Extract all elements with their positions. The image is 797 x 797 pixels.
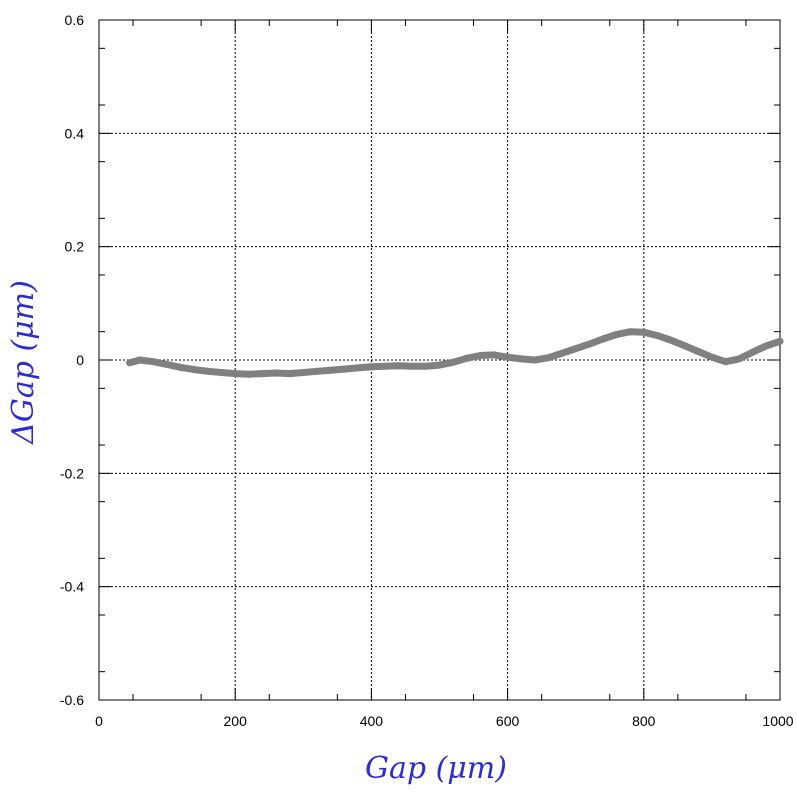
data-point [545, 354, 552, 362]
data-point [463, 354, 471, 362]
data-point [218, 369, 226, 376]
data-point [286, 370, 294, 378]
x-tick-label: 400 [360, 713, 384, 729]
data-point [476, 352, 484, 359]
data-point [762, 342, 770, 350]
data-point [708, 353, 716, 361]
data-point [150, 358, 157, 366]
data-point [299, 369, 307, 376]
data-point [490, 351, 498, 359]
data-point [504, 353, 512, 361]
data-point [531, 356, 539, 364]
data-point [422, 362, 430, 370]
data-point [272, 369, 280, 377]
data-point [354, 364, 362, 372]
y-tick-label: 0.2 [65, 239, 85, 255]
data-point [599, 335, 607, 343]
series-group [126, 328, 784, 378]
data-point [517, 355, 525, 363]
data-point [449, 358, 457, 366]
data-point [572, 345, 580, 353]
x-tick-label: 200 [224, 713, 248, 729]
y-tick-label: 0.6 [65, 12, 85, 28]
data-point [640, 328, 648, 336]
series-line [126, 328, 784, 378]
grid-lines [99, 20, 780, 700]
x-tick-label: 600 [496, 713, 520, 729]
data-point [367, 363, 375, 371]
data-point [190, 366, 198, 374]
data-point [558, 349, 566, 357]
data-point [126, 359, 134, 367]
x-tick-labels: 0 200 400 600 800 1000 [95, 713, 794, 729]
data-point [749, 348, 757, 356]
data-point [667, 336, 675, 344]
data-point [408, 362, 416, 370]
x-axis-title: Gap (μm) [365, 751, 507, 786]
y-tick-label: -0.4 [60, 579, 84, 595]
y-axis-title: ΔGap (μm) [6, 280, 41, 445]
data-point [313, 367, 321, 375]
x-tick-label: 0 [95, 713, 103, 729]
data-point [653, 332, 661, 340]
data-point [776, 337, 784, 345]
data-point [327, 366, 334, 374]
data-point [722, 358, 729, 366]
data-point [436, 361, 443, 369]
y-tick-label: -0.2 [60, 465, 84, 481]
data-point [163, 361, 171, 368]
y-tick-label: -0.6 [60, 692, 84, 708]
data-point [204, 367, 212, 375]
y-tick-label: 0.4 [65, 125, 85, 141]
data-point [626, 328, 634, 336]
data-point [694, 348, 702, 355]
data-point [231, 370, 239, 378]
data-point [735, 355, 743, 363]
x-tick-label: 1000 [762, 713, 793, 729]
data-point [585, 340, 593, 348]
y-tick-labels: -0.6 -0.4 -0.2 0 0.2 0.4 0.6 [60, 12, 84, 708]
data-point [613, 331, 621, 338]
y-tick-label: 0 [76, 352, 84, 368]
data-point [136, 356, 144, 364]
data-point [177, 363, 185, 371]
data-point [681, 342, 689, 350]
plot-frame [98, 19, 781, 701]
data-point [381, 362, 389, 370]
data-point [258, 370, 266, 378]
data-point [245, 370, 253, 378]
data-point [340, 365, 348, 373]
x-tick-label: 800 [632, 713, 656, 729]
data-point [395, 362, 403, 370]
